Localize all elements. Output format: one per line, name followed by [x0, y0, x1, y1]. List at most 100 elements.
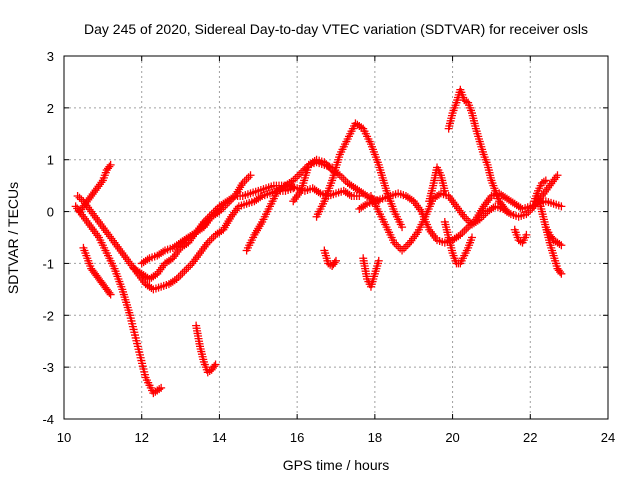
data-point-arc-e — [166, 255, 175, 264]
y-tick-label: 3 — [47, 49, 54, 64]
data-point-arc-a — [203, 238, 212, 247]
data-point-arc-n — [401, 242, 410, 251]
data-point-arc-a — [77, 195, 86, 204]
y-tick-label: 2 — [47, 101, 54, 116]
x-tick-label: 10 — [57, 430, 71, 445]
y-tick-label: -1 — [42, 256, 54, 271]
x-tick-label: 16 — [290, 430, 304, 445]
data-point-arc-o — [464, 223, 473, 232]
data-point-arc-j — [324, 162, 333, 171]
data-point-arc-v — [557, 241, 566, 250]
data-point-arc-o — [460, 227, 469, 236]
data-point-arc-e — [151, 271, 160, 280]
data-point-arc-n — [462, 214, 471, 223]
data-point-arc-t — [557, 269, 566, 278]
data-point-arc-a — [182, 265, 191, 274]
data-point-arc-o — [407, 195, 416, 204]
plot-frame — [63, 55, 609, 420]
data-point-arc-m — [374, 256, 383, 265]
data-point-arc-a — [176, 271, 185, 280]
data-point-arc-c — [105, 162, 114, 171]
data-point-arc-o — [468, 219, 476, 228]
data-point-arc-j — [337, 173, 346, 182]
data-point-arc-n — [460, 212, 469, 221]
data-point-arc-a — [178, 269, 187, 278]
axis-ticks — [63, 55, 609, 420]
x-axis-label: GPS time / hours — [283, 457, 390, 473]
data-point-arc-g — [210, 362, 219, 371]
data-point-arc-n — [398, 246, 407, 255]
data-point-arc-h — [197, 224, 206, 233]
data-point-arc-k — [398, 223, 407, 232]
y-tick-labels: 3 2 1 0 -1 -2 -3 -4 — [42, 49, 54, 427]
data-point-arc-a — [205, 236, 214, 245]
data-point-arc-h — [242, 175, 251, 184]
data-point-arc-u — [539, 177, 548, 186]
data-point-arc-h — [223, 199, 232, 208]
y-tick-label: -3 — [42, 360, 54, 375]
data-point-arc-j — [339, 175, 348, 184]
data-point-arc-d — [105, 288, 114, 297]
data-point-arc-n — [403, 240, 412, 249]
data-point-arc-p — [502, 207, 511, 216]
data-point-arc-h — [225, 197, 234, 206]
data-point-arc-a — [256, 193, 265, 202]
x-tick-labels: 10 12 14 16 18 20 22 24 — [57, 430, 615, 445]
data-point-arc-h — [238, 179, 247, 188]
data-point-arc-h — [227, 195, 236, 204]
data-point-arc-u — [541, 176, 550, 185]
y-axis-label: SDTVAR / TECUs — [5, 182, 21, 294]
data-point-arc-r — [440, 186, 449, 195]
data-point-arc-a — [75, 193, 84, 202]
x-tick-label: 20 — [445, 430, 459, 445]
data-point-arc-h — [217, 205, 226, 214]
chart-title: Day 245 of 2020, Sidereal Day-to-day VTE… — [84, 21, 588, 37]
y-tick-label: 1 — [47, 153, 54, 168]
data-point-arc-n — [390, 238, 399, 247]
x-tick-label: 18 — [368, 430, 382, 445]
data-point-arc-c — [97, 178, 106, 187]
data-point-arc-o — [466, 221, 475, 230]
data-point-arc-g — [211, 360, 220, 369]
data-point-arc-i — [289, 176, 298, 185]
data-point-arc-o — [469, 217, 478, 226]
data-point-arc-a — [186, 261, 195, 270]
data-point-arc-b — [157, 383, 166, 392]
data-point-arc-a — [172, 274, 181, 283]
data-point-arc-o — [361, 201, 370, 210]
y-tick-label: 0 — [47, 205, 54, 220]
data-point-arc-i — [291, 174, 300, 183]
y-tick-label: -2 — [42, 308, 54, 323]
data-point-arc-o — [462, 225, 471, 234]
data-point-arc-a — [73, 192, 82, 201]
data-point-arc-s — [522, 230, 531, 239]
data-point-arc-t — [556, 268, 565, 277]
y-tick-label: -4 — [42, 412, 54, 427]
data-point-arc-i — [293, 172, 302, 181]
x-tick-label: 14 — [212, 430, 226, 445]
data-point-arc-e — [314, 188, 323, 197]
data-point-arc-n — [400, 244, 408, 253]
data-point-arc-o — [458, 228, 467, 237]
data-point-arc-c — [106, 160, 115, 169]
data-point-arc-h — [215, 207, 224, 216]
data-point-arc-n — [553, 171, 562, 180]
data-point-arc-a — [180, 267, 189, 276]
data-point-arc-h — [244, 173, 253, 182]
data-point-arc-a — [184, 263, 193, 272]
data-point-arc-e — [345, 190, 354, 199]
data-point-arc-q — [468, 233, 476, 242]
data-point-arc-p — [501, 205, 510, 214]
data-point-arc-v — [555, 239, 564, 248]
data-point-arc-j — [322, 160, 331, 169]
data-point-arc-h — [229, 193, 238, 202]
data-point-arc-n — [392, 240, 401, 249]
data-point-arc-l — [330, 258, 339, 267]
data-point-arc-b — [155, 385, 164, 394]
data-point-arc-h — [219, 203, 228, 212]
data-point-arc-h — [246, 171, 255, 180]
data-point-arc-f — [143, 255, 152, 264]
data-point-arc-a — [207, 234, 216, 243]
data-point-arc-f — [159, 247, 168, 256]
